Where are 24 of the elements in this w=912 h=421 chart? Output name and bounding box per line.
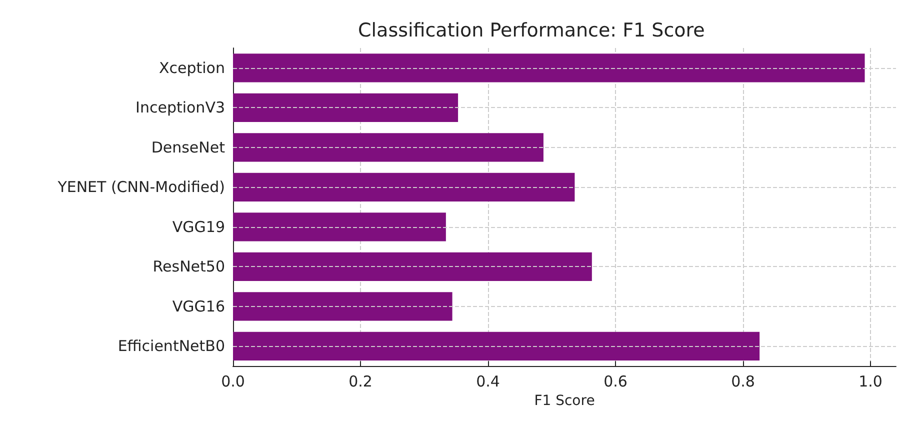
y-tick-label: EfficientNetB0 [118, 337, 225, 356]
x-axis-title: F1 Score [534, 393, 595, 409]
x-tick-label: 0.2 [348, 372, 372, 391]
bar [233, 212, 446, 242]
x-tick-label: 0.6 [604, 372, 628, 391]
y-tick-label: VGG16 [172, 297, 225, 316]
chart-title: Classification Performance: F1 Score [358, 20, 705, 42]
x-tick-label: 0.8 [731, 372, 755, 391]
y-tick-label: InceptionV3 [136, 98, 225, 117]
bar [233, 93, 458, 122]
x-tick-label: 0.0 [221, 372, 245, 391]
bar [233, 332, 760, 361]
x-tick-label: 0.4 [476, 372, 500, 391]
bar [233, 172, 575, 202]
x-tick-label: 1.0 [858, 372, 882, 391]
bar [233, 54, 865, 82]
y-tick-label: Xception [158, 58, 225, 77]
y-tick-label: YENET (CNN-Modified) [56, 178, 225, 196]
bar [233, 133, 544, 162]
bar [233, 252, 592, 282]
y-tick-label: DenseNet [151, 138, 226, 156]
y-tick-label: ResNet50 [152, 258, 225, 276]
y-tick-label: VGG19 [172, 218, 225, 236]
bar [233, 292, 452, 321]
